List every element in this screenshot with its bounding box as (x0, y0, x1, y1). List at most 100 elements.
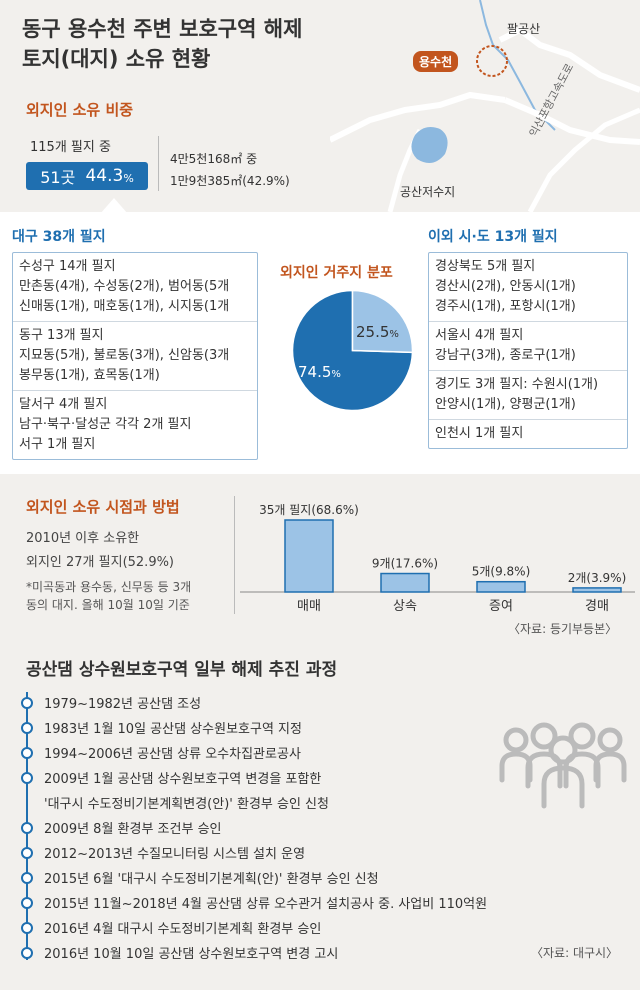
pie-daegu-value: 74.5 (298, 363, 332, 381)
timeline-item: 2016년 10월 10일 공산댐 상수원보호구역 변경 고시 (44, 947, 339, 962)
timing-line-1: 2010년 이후 소유한 (26, 531, 140, 546)
timeline-dot (21, 822, 33, 834)
bar (380, 572, 430, 593)
timeline-dot (21, 747, 33, 759)
others-title: 이외 시·도 13개 필지 (428, 229, 558, 245)
bar-value-label: 2개(3.9%) (568, 571, 627, 585)
pie-label-daegu: 74.5% (298, 363, 341, 381)
title-line-2: 토지(대지) 소유 현황 (22, 47, 211, 71)
divider (429, 321, 627, 322)
timeline-source: 〈자료: 대구시〉 (531, 946, 619, 960)
share-divider (158, 136, 159, 191)
timeline-item: 1979~1982년 공산댐 조성 (44, 697, 202, 712)
divider (429, 370, 627, 371)
list-item: 지묘동(5개), 불로동(3개), 신암동(3개 (19, 348, 230, 363)
yongsucheon-circle (476, 45, 508, 77)
list-item: 남구·북구·달성군 각각 2개 필지 (19, 417, 192, 432)
bar-value-label: 35개 필지(68.6%) (259, 503, 359, 517)
bar (572, 587, 622, 593)
timeline-dot (21, 872, 33, 884)
list-item: 서울시 4개 필지 (435, 328, 524, 343)
list-item: 봉무동(1개), 효목동(1개) (19, 368, 160, 383)
timeline-item: 2012~2013년 수질모니터링 시스템 설치 운영 (44, 847, 306, 862)
list-item: 달서구 4개 필지 (19, 397, 108, 412)
others-group-1: 경상북도 5개 필지 경산시(2개), 안동시(1개) 경주시(1개), 포항시… (429, 253, 627, 321)
bar-value-label: 9개(17.6%) (372, 557, 438, 571)
timeline-item: 2009년 8월 환경부 조건부 승인 (44, 822, 222, 837)
residence-heading: 외지인 거주지 분포 (280, 265, 393, 281)
others-group-2: 서울시 4개 필지 강남구(3개), 종로구(1개) (429, 322, 627, 370)
bar-value-label: 5개(9.8%) (472, 565, 531, 579)
share-badge: 51곳 44.3% (26, 162, 148, 190)
divider (13, 390, 257, 391)
bar (476, 580, 526, 593)
chart-divider (234, 496, 235, 614)
daegu-title: 대구 38개 필지 (12, 229, 106, 245)
timing-note-1: *미곡동과 용수동, 신무동 등 3개 (26, 580, 192, 594)
divider (13, 321, 257, 322)
location-map (330, 0, 640, 212)
share-percent-sign: % (123, 171, 134, 185)
timeline-item: 2015년 11월~2018년 4월 공산댐 상류 오수관거 설치공사 중. 사… (44, 897, 488, 912)
timeline-dot (21, 922, 33, 934)
others-group-3: 경기도 3개 필지: 수원시(1개) 안양시(1개), 양평군(1개) (429, 371, 627, 419)
daegu-list: 수성구 14개 필지 만촌동(4개), 수성동(2개), 범어동(5개 신매동(… (12, 252, 258, 460)
area-outsider: 1만9천385㎡(42.9%) (170, 174, 290, 188)
total-parcels: 115개 필지 중 (30, 140, 111, 155)
timeline-dot (21, 847, 33, 859)
method-bar-chart: 35개 필지(68.6%) 매매 9개(17.6%) 상속 5개(9.8%) 증여 2개(3… (240, 503, 635, 614)
chart-source: 〈자료: 등기부등본〉 (508, 622, 618, 636)
share-percent: 44.3 (85, 166, 124, 186)
pie-others-sign: % (389, 329, 399, 340)
list-item: 경주시(1개), 포항시(1개) (435, 299, 576, 314)
timeline-item: 1994~2006년 공산댐 상류 오수차집관로공사 (44, 747, 301, 762)
list-item: 서구 1개 필지 (19, 437, 96, 452)
timeline-dot (21, 697, 33, 709)
list-item: 동구 13개 필지 (19, 328, 104, 343)
timeline-dot (21, 772, 33, 784)
timing-line-2: 외지인 27개 필지(52.9%) (26, 555, 175, 570)
timeline-item: 2015년 6월 '대구시 수도정비기본계획(안)' 환경부 승인 신청 (44, 872, 379, 887)
timeline-item: '대구시 수도정비기본계획변경(안)' 환경부 승인 신청 (44, 797, 329, 812)
category-label: 매매 (297, 599, 321, 614)
bar (284, 519, 334, 593)
pie-daegu-sign: % (331, 369, 341, 380)
category-label: 상속 (393, 599, 417, 614)
timeline-dot (21, 947, 33, 959)
list-item: 강남구(3개), 종로구(1개) (435, 348, 576, 363)
pie-slice-others (351, 289, 414, 354)
title-line-1: 동구 용수천 주변 보호구역 해제 (22, 17, 303, 41)
category-label: 증여 (489, 599, 513, 614)
timeline-item: 2016년 4월 대구시 수도정비기본계획 환경부 승인 (44, 922, 322, 937)
divider (429, 419, 627, 420)
timeline-heading: 공산댐 상수원보호구역 일부 해제 추진 과정 (26, 660, 338, 680)
pie-others-value: 25.5 (356, 323, 390, 341)
list-item: 만촌동(4개), 수성동(2개), 범어동(5개 (19, 279, 230, 294)
share-pointer (100, 198, 128, 214)
list-item: 수성구 14개 필지 (19, 259, 116, 274)
people-icon (499, 722, 627, 809)
list-item: 경기도 3개 필지: 수원시(1개) (435, 377, 599, 392)
list-item: 경산시(2개), 안동시(1개) (435, 279, 576, 294)
map-label-yongsucheon: 용수천 (413, 51, 459, 72)
daegu-group-2: 동구 13개 필지 지묘동(5개), 불로동(3개), 신암동(3개 봉무동(1… (13, 322, 257, 390)
list-item: 인천시 1개 필지 (435, 426, 524, 441)
page-title: 동구 용수천 주변 보호구역 해제 토지(대지) 소유 현황 (22, 14, 302, 74)
daegu-box: 대구 38개 필지 수성구 14개 필지 만촌동(4개), 수성동(2개), 범… (12, 226, 258, 462)
timing-heading: 외지인 소유 시점과 방법 (26, 498, 180, 516)
daegu-group-3: 달서구 4개 필지 남구·북구·달성군 각각 2개 필지 서구 1개 필지 (13, 391, 257, 459)
daegu-group-1: 수성구 14개 필지 만촌동(4개), 수성동(2개), 범어동(5개 신매동(… (13, 253, 257, 321)
timeline-dot (21, 722, 33, 734)
outsider-share-heading: 외지인 소유 비중 (26, 101, 134, 119)
category-label: 경매 (585, 599, 609, 614)
area-total: 4만5천168㎡ 중 (170, 152, 258, 166)
others-box: 이외 시·도 13개 필지 경상북도 5개 필지 경산시(2개), 안동시(1개… (428, 226, 628, 462)
timeline-item: 1983년 1월 10일 공산댐 상수원보호구역 지정 (44, 722, 302, 737)
timeline-item: 2009년 1월 공산댐 상수원보호구역 변경을 포함한 (44, 772, 322, 787)
others-group-4: 인천시 1개 필지 (429, 420, 627, 448)
map-label-reservoir: 공산저수지 (400, 185, 456, 199)
list-item: 경상북도 5개 필지 (435, 259, 536, 274)
list-item: 신매동(1개), 매호동(1개), 시지동(1개 (19, 299, 230, 314)
yongsucheon-label: 용수천 (419, 55, 453, 69)
residence-pie (291, 289, 414, 412)
